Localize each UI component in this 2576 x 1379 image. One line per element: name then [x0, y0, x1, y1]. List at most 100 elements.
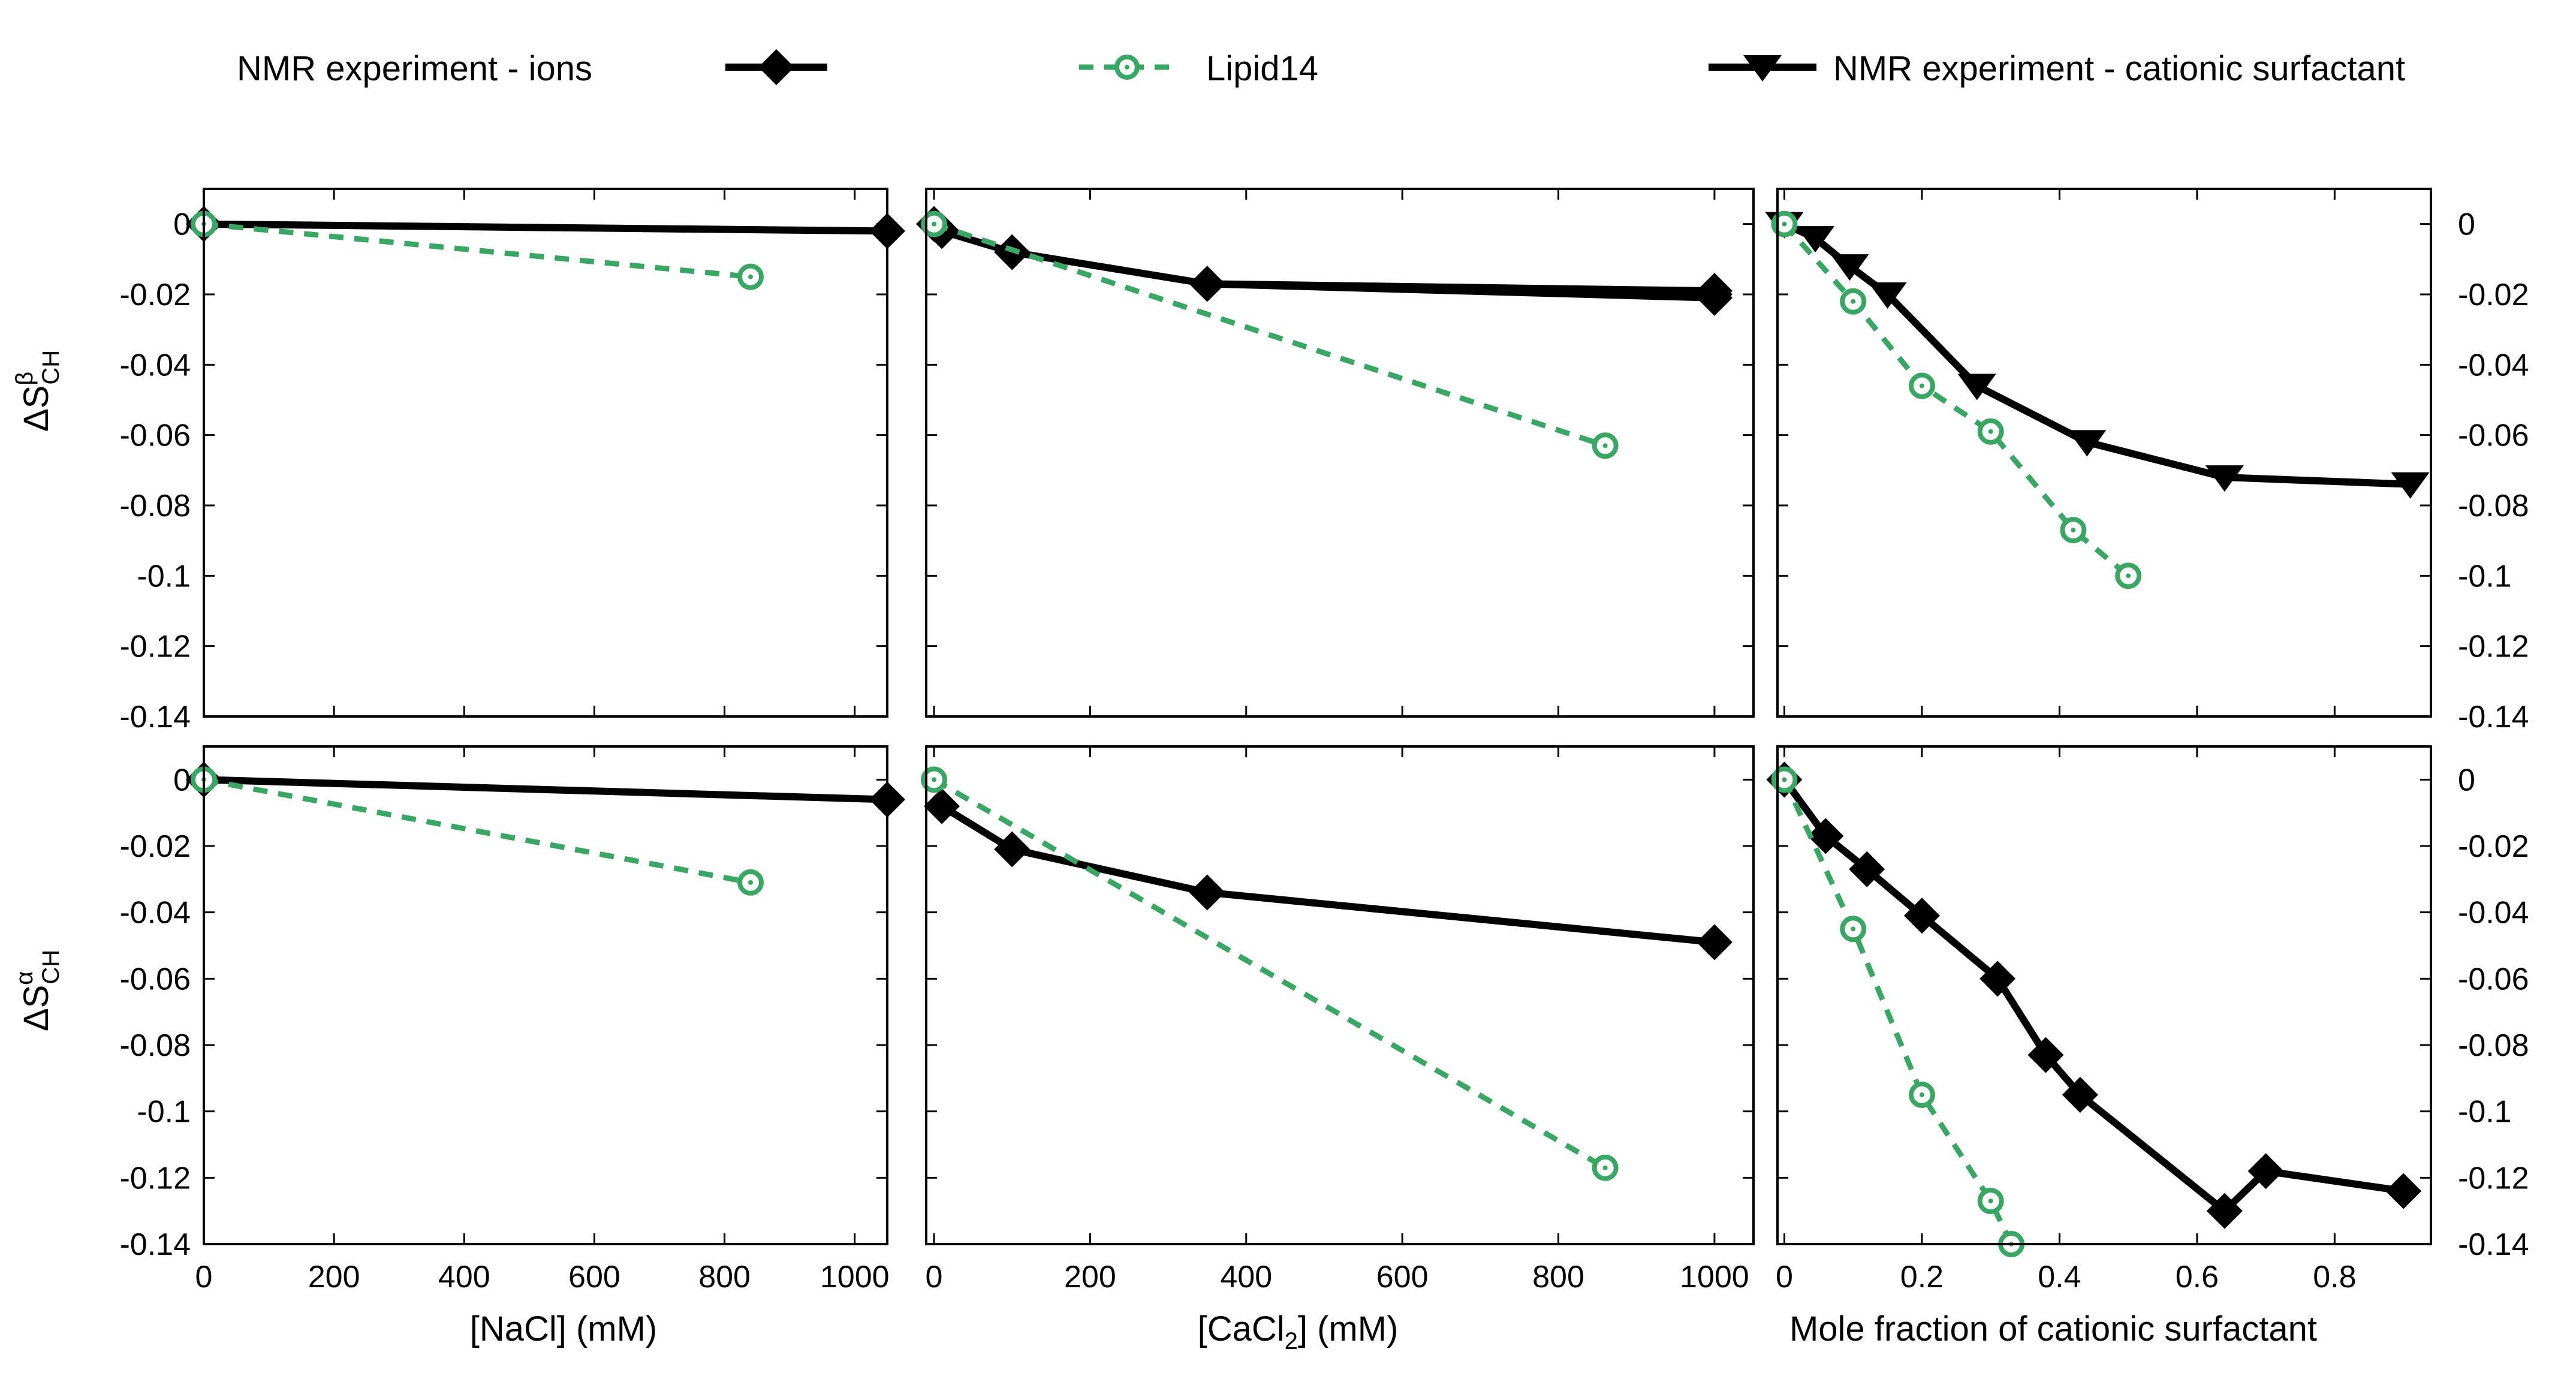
data-point-circle-dot — [2071, 528, 2076, 533]
panel-frame — [203, 188, 888, 718]
legend-label-nmr-surfactant: NMR experiment - cationic surfactant — [1833, 49, 2405, 88]
data-point-circle-dot — [748, 880, 753, 885]
ytick-label-right: -0.12 — [2458, 1161, 2529, 1196]
xtick-label: 0 — [926, 1260, 943, 1294]
ytick-label-right: -0.12 — [2458, 630, 2529, 664]
ytick-label-right: -0.02 — [2458, 829, 2529, 864]
xtick-label: 800 — [698, 1260, 751, 1294]
xlabel-cacl2-suffix: ] (mM) — [1298, 1309, 1399, 1348]
xtick-label: 0.2 — [1900, 1260, 1944, 1294]
ylabel-bottom-base: ΔS — [17, 985, 56, 1031]
panel-top-middle — [916, 188, 1755, 718]
data-point-diamond-icon — [994, 831, 1031, 868]
panel-frame — [925, 188, 1755, 718]
xtick-label: 800 — [1532, 1260, 1584, 1294]
ytick-label-right: -0.04 — [2458, 348, 2529, 383]
data-point-diamond-icon — [1696, 924, 1733, 961]
ytick-label-right: -0.1 — [2458, 1095, 2512, 1130]
panel-frame — [1776, 188, 2432, 718]
series-experiment — [1782, 221, 2411, 488]
series-lipid14 — [204, 221, 751, 280]
series-experiment — [939, 803, 1715, 946]
series-line — [204, 776, 751, 886]
data-point-diamond-icon — [924, 788, 960, 824]
panel-bottom-right: 0 -0.02 -0.04 -0.06 -0.08 -0.1 -0.12 -0.14 0 0.2 0… — [1766, 745, 2529, 1294]
ytick-label: -0.04 — [119, 348, 191, 383]
ylabel-bottom-sub: CH — [38, 950, 64, 984]
markers — [924, 788, 1733, 961]
legend-marker-circle-dot-icon — [1125, 65, 1129, 70]
data-point-triangle-icon — [2391, 472, 2430, 499]
xtick-label: 600 — [1376, 1260, 1429, 1294]
data-point-circle-dot — [1988, 429, 1993, 434]
xtick-label: 0 — [1776, 1260, 1793, 1294]
series-experiment — [204, 220, 887, 235]
ytick-label: -0.08 — [119, 489, 191, 523]
data-point-circle-dot — [932, 777, 937, 782]
ytick-label-right: -0.08 — [2458, 489, 2529, 523]
xlabel-cacl2: [CaCl2] (mM) — [1198, 1309, 1399, 1354]
data-point-diamond-icon — [1849, 851, 1885, 887]
xtick-label: 400 — [1220, 1260, 1272, 1294]
data-point-triangle-icon — [2205, 465, 2244, 492]
panel-frame — [925, 745, 1755, 1245]
data-point-diamond-icon — [1189, 266, 1225, 302]
ytick-label: -0.06 — [119, 418, 191, 453]
data-point-circle-dot — [932, 221, 937, 227]
ytick-label-right: -0.06 — [2458, 962, 2529, 996]
series-experiment — [1207, 280, 1715, 302]
series-line — [932, 777, 1607, 1170]
ytick-label: -0.02 — [119, 829, 191, 864]
data-point-circle-dot — [748, 274, 753, 279]
data-point-triangle-icon — [1957, 374, 1996, 401]
data-point-circle-dot — [1919, 383, 1924, 389]
panel-frame — [203, 745, 888, 1245]
xtick-label: 0.6 — [2176, 1260, 2219, 1294]
markers — [1189, 266, 1733, 316]
series-line — [204, 776, 887, 803]
data-point-circle-dot — [1851, 299, 1856, 304]
ytick-label: -0.06 — [119, 962, 191, 996]
data-point-diamond-icon — [1696, 279, 1733, 316]
data-point-diamond-icon — [2385, 1173, 2422, 1209]
series-experiment — [204, 776, 887, 803]
legend-marker-triangle-down-icon — [1743, 55, 1782, 82]
data-point-diamond-icon — [2206, 1193, 2243, 1229]
panel-top-left: 0-0.02-0.04-0.06-0.08-0.1-0.12-0.14 — [119, 188, 905, 734]
series-line — [1782, 778, 2014, 1244]
xlabel-nacl: [NaCl] (mM) — [470, 1309, 658, 1348]
series-line — [1207, 280, 1715, 302]
panel-frame — [1776, 745, 2432, 1245]
legend-label-lipid14: Lipid14 — [1206, 49, 1318, 88]
series-line — [204, 221, 751, 280]
ytick-label: -0.08 — [119, 1028, 191, 1063]
series-lipid14 — [933, 221, 1607, 448]
ylabel-bottom-sup: α — [11, 971, 38, 985]
data-point-triangle-icon — [2068, 430, 2107, 457]
ytick-label: -0.04 — [119, 896, 191, 931]
xlabel-surfactant: Mole fraction of cationic surfactant — [1789, 1309, 2317, 1348]
data-point-circle-dot — [1851, 926, 1856, 932]
xlabel-cacl2-sub: 2 — [1285, 1328, 1298, 1354]
ylabel-top-sub: CH — [38, 350, 64, 385]
ylabel-top-sup: β — [11, 372, 38, 386]
xlabel-cacl2-prefix: [CaCl — [1198, 1309, 1285, 1348]
data-point-triangle-icon — [1796, 226, 1835, 253]
legend-marker-diamond-icon — [758, 49, 794, 85]
legend: NMR experiment - ions Lipid14 NMR experi… — [237, 49, 2405, 88]
data-point-circle-dot — [1782, 777, 1787, 782]
xtick-label: 200 — [1064, 1260, 1116, 1294]
data-point-diamond-icon — [2027, 1037, 2064, 1073]
data-point-circle-dot — [1919, 1092, 1924, 1097]
xtick-label: 1000 — [1680, 1260, 1749, 1294]
data-point-diamond-icon — [1903, 898, 1940, 934]
series-line — [933, 221, 1607, 448]
series-line — [939, 803, 1715, 946]
series-lipid14 — [932, 777, 1607, 1170]
data-point-diamond-icon — [1807, 818, 1844, 854]
ytick-label-right: -0.06 — [2458, 418, 2529, 453]
plot-area: 0-0.02-0.04-0.06-0.08-0.1-0.12-0.140-0.0… — [119, 188, 2529, 1294]
data-point-triangle-icon — [1830, 254, 1869, 281]
ytick-label: -0.1 — [137, 1095, 191, 1130]
